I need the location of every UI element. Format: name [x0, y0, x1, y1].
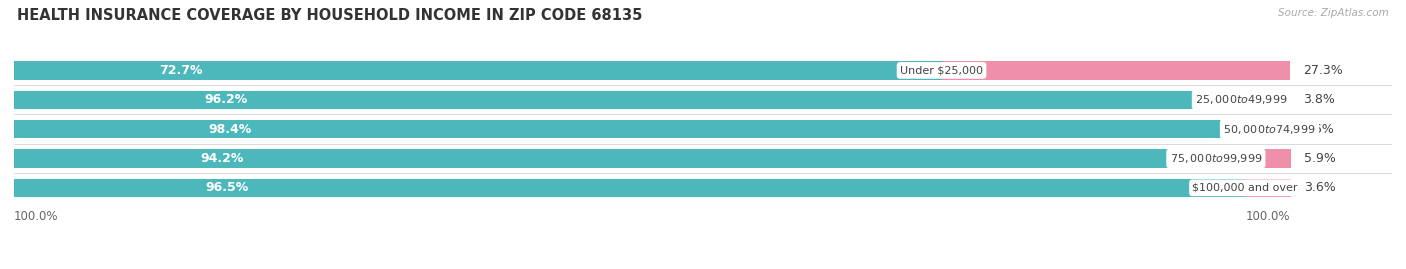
Text: 1.6%: 1.6% [1302, 123, 1334, 136]
Text: 98.4%: 98.4% [208, 123, 252, 136]
Text: 96.5%: 96.5% [205, 181, 249, 194]
Bar [14, 149, 1289, 168]
Bar [942, 61, 1289, 80]
Text: 3.6%: 3.6% [1303, 181, 1336, 194]
Bar [1241, 91, 1289, 109]
Bar [14, 61, 1289, 80]
Text: $50,000 to $74,999: $50,000 to $74,999 [1223, 123, 1316, 136]
Bar [14, 179, 1289, 197]
Legend: With Coverage, Without Coverage: With Coverage, Without Coverage [495, 264, 773, 269]
Text: HEALTH INSURANCE COVERAGE BY HOUSEHOLD INCOME IN ZIP CODE 68135: HEALTH INSURANCE COVERAGE BY HOUSEHOLD I… [17, 8, 643, 23]
Text: 5.9%: 5.9% [1303, 152, 1336, 165]
Bar [14, 120, 1289, 138]
Bar [14, 61, 942, 80]
Bar [14, 179, 1246, 197]
Text: $75,000 to $99,999: $75,000 to $99,999 [1170, 152, 1263, 165]
Text: Source: ZipAtlas.com: Source: ZipAtlas.com [1278, 8, 1389, 18]
Bar [14, 120, 1270, 138]
Bar [14, 149, 1216, 168]
Text: 96.2%: 96.2% [204, 93, 247, 106]
Bar [14, 91, 1241, 109]
Text: 100.0%: 100.0% [14, 210, 59, 223]
Text: Under $25,000: Under $25,000 [900, 65, 983, 75]
Text: 94.2%: 94.2% [201, 152, 245, 165]
Bar [1246, 179, 1291, 197]
Bar [1270, 120, 1289, 138]
Text: $100,000 and over: $100,000 and over [1192, 183, 1298, 193]
Bar [1216, 149, 1291, 168]
Bar [14, 91, 1289, 109]
Text: 27.3%: 27.3% [1302, 64, 1343, 77]
Text: $25,000 to $49,999: $25,000 to $49,999 [1195, 93, 1288, 106]
Text: 72.7%: 72.7% [159, 64, 202, 77]
Text: 3.8%: 3.8% [1302, 93, 1334, 106]
Text: 100.0%: 100.0% [1246, 210, 1289, 223]
